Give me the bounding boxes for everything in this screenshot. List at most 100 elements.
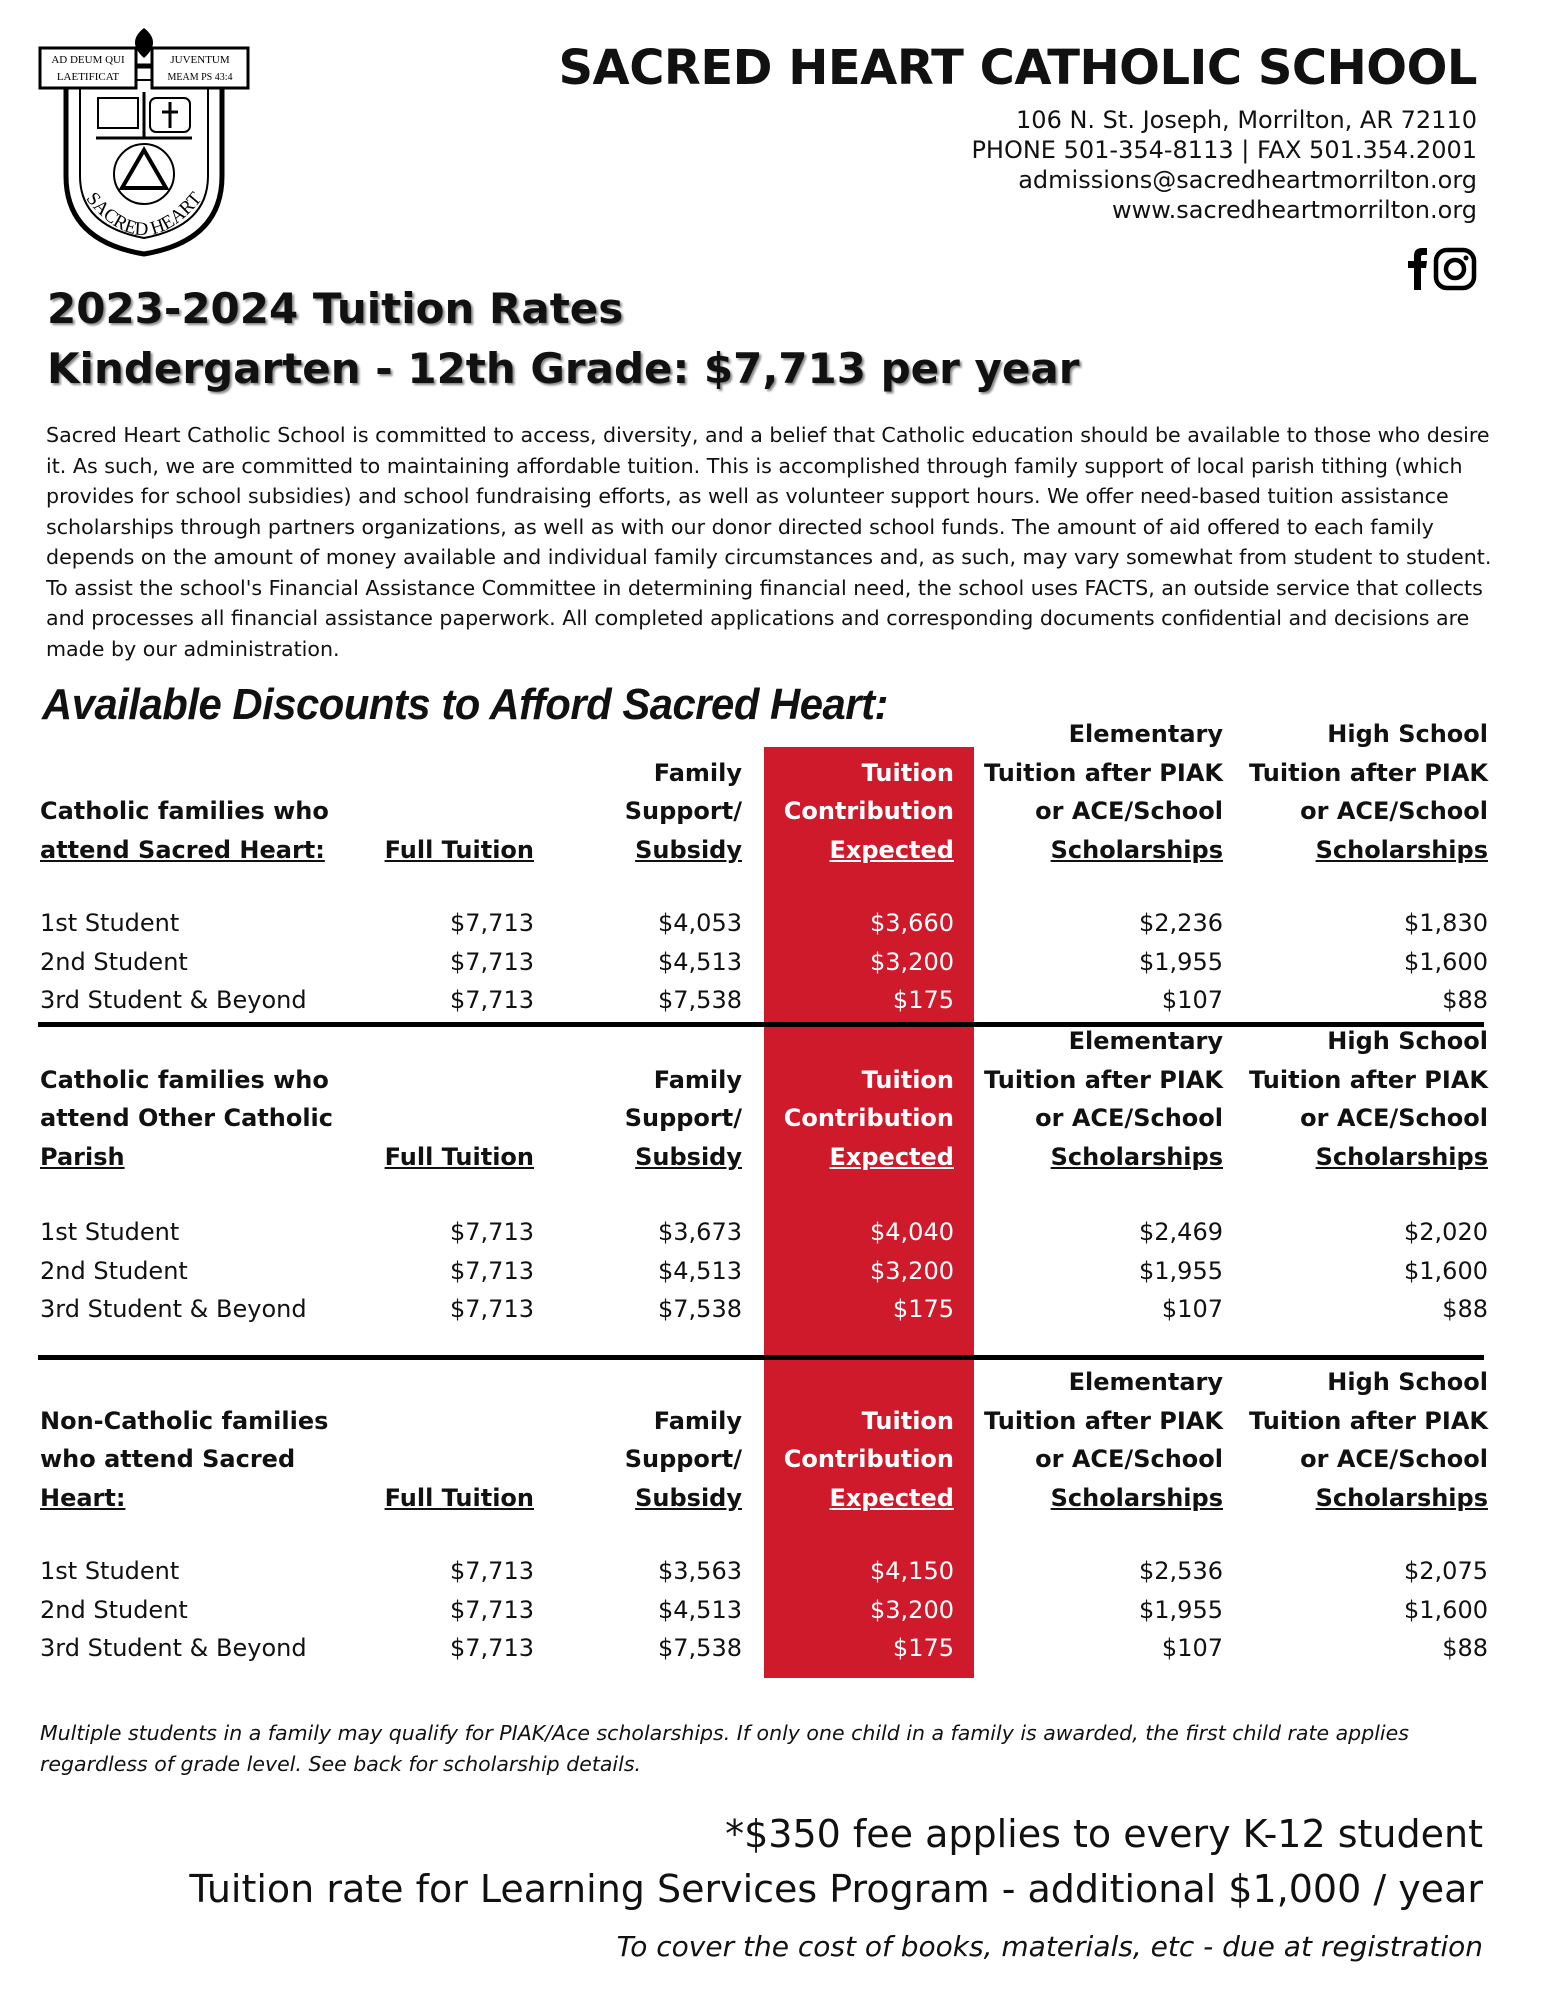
column-header: or ACE/School <box>1035 1445 1223 1473</box>
column-header: Tuition after PIAK <box>1249 1406 1488 1435</box>
tuition-value: $7,713 <box>450 1634 534 1662</box>
logo: AD DEUM QUI JUVENTUM LAETIFICAT MEAM PS … <box>38 28 250 257</box>
tuition-value: $3,200 <box>870 1256 954 1285</box>
fee-note: *$350 fee applies to every K-12 student <box>725 1812 1483 1856</box>
column-header: Family <box>653 1406 742 1435</box>
column-header: Tuition after PIAK <box>984 1406 1223 1435</box>
learning-services: Tuition rate for Learning Services Progr… <box>189 1867 1483 1911</box>
tuition-value: $7,538 <box>658 1634 742 1662</box>
column-header: Subsidy <box>635 1483 742 1512</box>
intro-paragraph: Sacred Heart Catholic School is committe… <box>46 423 1492 661</box>
divider <box>38 1022 1484 1027</box>
social-icons <box>1408 247 1477 291</box>
column-header: or ACE/School <box>1300 1104 1488 1132</box>
column-header: Tuition after PIAK <box>1249 758 1488 787</box>
column-header: or ACE/School <box>1300 797 1488 825</box>
tuition-value: $1,955 <box>1139 1256 1223 1285</box>
row-label: 1st Student <box>40 1557 180 1585</box>
column-header: Scholarships <box>1315 1142 1488 1171</box>
column-header: Tuition <box>861 1406 954 1435</box>
divider <box>38 1355 1484 1360</box>
tuition-value: $4,040 <box>870 1218 954 1246</box>
row-label: 2nd Student <box>40 1256 188 1285</box>
row-label: 2nd Student <box>40 947 188 976</box>
tuition-value: $1,955 <box>1139 1595 1223 1624</box>
scholarship-note: Multiple students in a family may qualif… <box>40 1721 1409 1776</box>
row-label: 3rd Student & Beyond <box>40 1634 307 1662</box>
column-header: High School <box>1327 1027 1488 1055</box>
tuition-value: $7,713 <box>450 947 534 976</box>
column-header: Tuition <box>861 758 954 787</box>
column-header: Expected <box>829 835 955 864</box>
column-header: Family <box>653 758 742 787</box>
column-header: Contribution <box>783 797 954 825</box>
column-header: or ACE/School <box>1300 1445 1488 1473</box>
tuition-value: $1,600 <box>1404 1256 1488 1285</box>
column-header: High School <box>1327 720 1488 748</box>
instagram-icon[interactable] <box>1433 247 1477 291</box>
section-label: Catholic families who <box>40 1065 329 1094</box>
column-header: Scholarships <box>1315 835 1488 864</box>
tuition-value: $7,713 <box>450 1557 534 1585</box>
column-header: High School <box>1327 1368 1488 1396</box>
tuition-value: $1,830 <box>1404 909 1488 937</box>
column-header: Elementary <box>1068 720 1223 748</box>
logo-motto: AD DEUM QUI <box>51 54 125 66</box>
column-header: Full Tuition <box>384 835 534 864</box>
tuition-value: $7,538 <box>658 1295 742 1323</box>
column-header: Support/ <box>624 1104 742 1132</box>
tuition-value: $2,536 <box>1139 1557 1223 1585</box>
tuition-value: $88 <box>1442 1634 1488 1662</box>
tuition-value: $4,053 <box>658 909 742 937</box>
column-header: Expected <box>829 1142 955 1171</box>
column-header: Scholarships <box>1315 1483 1488 1512</box>
row-label: 2nd Student <box>40 1595 188 1624</box>
column-header: Full Tuition <box>384 1483 534 1512</box>
tuition-value: $175 <box>892 1634 954 1662</box>
column-header: Tuition after PIAK <box>984 758 1223 787</box>
column-header: Support/ <box>624 1445 742 1473</box>
tuition-value: $7,713 <box>450 1595 534 1624</box>
highlight-column <box>764 747 974 1678</box>
tuition-value: $4,513 <box>658 1595 742 1624</box>
facebook-icon[interactable] <box>1408 248 1427 290</box>
tuition-value: $88 <box>1442 986 1488 1014</box>
tuition-value: $4,513 <box>658 1256 742 1285</box>
column-header: Full Tuition <box>384 1142 534 1171</box>
school-name: SACRED HEART CATHOLIC SCHOOL <box>558 40 1477 96</box>
email: admissions@sacredheartmorrilton.org <box>1018 166 1477 194</box>
logo-motto: MEAM PS 43:4 <box>167 72 232 83</box>
tuition-value: $3,200 <box>870 947 954 976</box>
section-label: Non-Catholic families <box>40 1406 329 1435</box>
row-label: 1st Student <box>40 1218 180 1246</box>
column-header: Scholarships <box>1050 835 1223 864</box>
section-label: Parish <box>40 1142 125 1171</box>
column-header: Scholarships <box>1050 1483 1223 1512</box>
tuition-value: $3,563 <box>658 1557 742 1585</box>
tuition-value: $175 <box>892 986 954 1014</box>
tuition-value: $7,713 <box>450 909 534 937</box>
discounts-title: Available Discounts to Afford Sacred Hea… <box>42 680 888 729</box>
column-header: Elementary <box>1068 1027 1223 1055</box>
tuition-value: $2,236 <box>1139 909 1223 937</box>
column-header: Expected <box>829 1483 955 1512</box>
section-label: attend Other Catholic <box>40 1104 334 1132</box>
section-label: Catholic families who <box>40 797 329 825</box>
tuition-value: $2,020 <box>1404 1218 1488 1246</box>
section-label: who attend Sacred <box>40 1445 296 1473</box>
column-header: Family <box>653 1065 742 1094</box>
phone: PHONE 501-354-8113 | FAX 501.354.2001 <box>971 136 1477 164</box>
column-header: Tuition after PIAK <box>984 1065 1223 1094</box>
column-header: or ACE/School <box>1035 1104 1223 1132</box>
logo-motto: LAETIFICAT <box>57 71 120 83</box>
tuition-value: $107 <box>1161 986 1223 1014</box>
tuition-value: $2,469 <box>1139 1218 1223 1246</box>
column-header: Contribution <box>783 1104 954 1132</box>
tuition-value: $7,713 <box>450 1295 534 1323</box>
tuition-value: $1,955 <box>1139 947 1223 976</box>
column-header: Contribution <box>783 1445 954 1473</box>
tuition-value: $4,513 <box>658 947 742 976</box>
tuition-value: $7,713 <box>450 1256 534 1285</box>
column-header: Elementary <box>1068 1368 1223 1396</box>
